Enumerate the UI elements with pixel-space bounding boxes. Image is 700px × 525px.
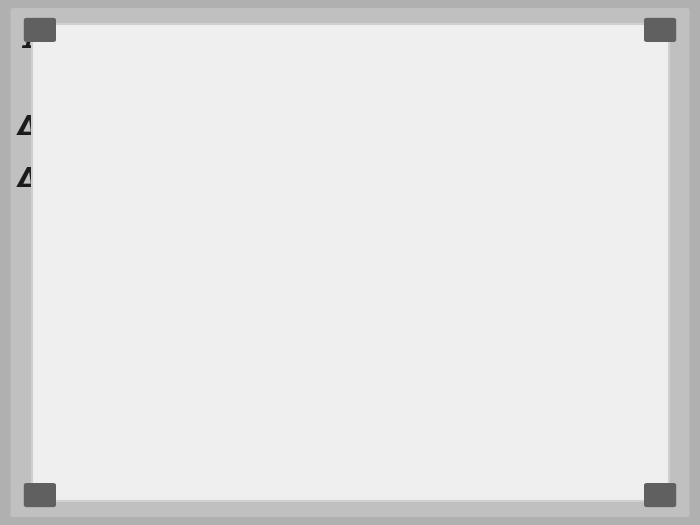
Text: ΔS: ΔS <box>18 115 57 141</box>
Text: o: o <box>51 165 62 180</box>
Text: = 49: = 49 <box>440 125 498 145</box>
Text: 17-107: 17-107 <box>20 32 101 52</box>
Text: (s): (s) <box>371 47 392 61</box>
Text: = -251 + 0 − (−294) = 4: = -251 + 0 − (−294) = 4 <box>60 171 361 191</box>
Text: XeF: XeF <box>175 30 224 54</box>
Text: o: o <box>51 113 62 128</box>
Text: XeF: XeF <box>315 30 364 54</box>
Text: (g): (g) <box>233 47 256 61</box>
Text: ΔH: ΔH <box>18 167 60 193</box>
Text: F: F <box>420 30 436 54</box>
Text: (g): (g) <box>444 47 467 61</box>
Text: 6: 6 <box>225 46 236 61</box>
Text: 4: 4 <box>363 46 374 61</box>
Text: 2: 2 <box>436 46 447 61</box>
Text: +: + <box>400 33 419 53</box>
Text: K: K <box>519 139 531 154</box>
Text: =  146 + 203 - 300: = 146 + 203 - 300 <box>60 119 293 139</box>
Text: J: J <box>506 122 514 142</box>
